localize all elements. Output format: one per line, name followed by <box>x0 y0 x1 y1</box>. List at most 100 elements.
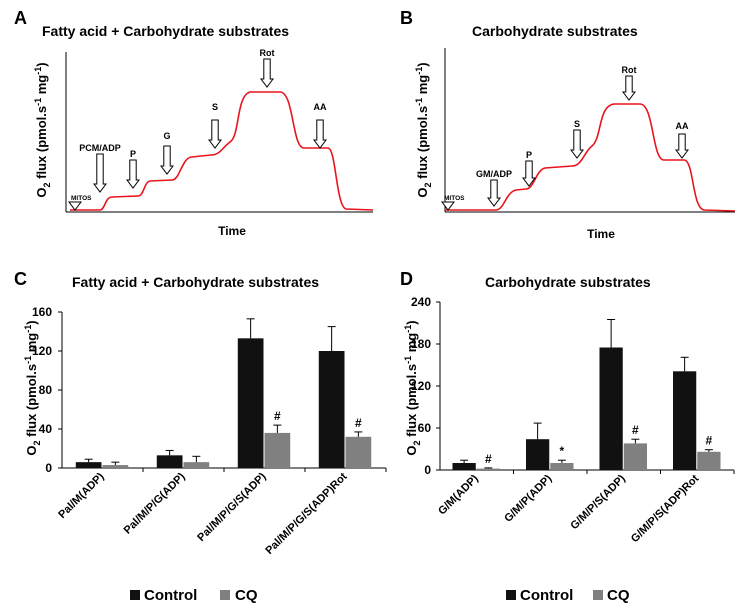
trace-b-arrow-label-2: S <box>574 119 580 129</box>
trace-a-arrow-2 <box>160 145 174 175</box>
chart-c-ytick-label-0: 0 <box>45 461 52 475</box>
trace-b-panel-letter: B <box>400 8 413 28</box>
trace-b-arrow-1 <box>522 160 536 187</box>
chart-c-annotation-1: # <box>355 416 362 430</box>
chart-c-annotation-0: # <box>274 409 281 423</box>
trace-a-arrow-4 <box>260 58 274 88</box>
trace-a-arrow-label-2: G <box>163 131 170 141</box>
legend-swatch-control-1 <box>506 590 516 600</box>
chart-c-bar-cq-1 <box>183 462 210 468</box>
chart-c-ylabel-mid: mg <box>24 333 39 356</box>
chart-d-annotation-1: * <box>560 444 565 458</box>
chart-d-annotation-2: # <box>632 423 639 437</box>
chart-c-bar-cq-0 <box>102 465 129 468</box>
trace-a-ylabel-sub: 2 <box>42 182 52 187</box>
legend-swatch-cq-0 <box>220 590 230 600</box>
trace-b-arrow-0 <box>487 179 501 207</box>
chart-c-ylabel-end: ) <box>24 320 39 324</box>
trace-b-arrow-4 <box>675 133 689 159</box>
trace-a-panel-letter: A <box>14 8 27 28</box>
trace-b-xlabel: Time <box>587 227 615 241</box>
chart-c-panel-letter: C <box>14 269 27 289</box>
chart-d-annotation-3: # <box>706 434 713 448</box>
chart-d-bar-control-3 <box>672 371 697 470</box>
trace-b-ylabel-sup2: -1 <box>414 67 424 75</box>
trace-b-ylabel-o: O <box>415 187 430 197</box>
chart-d-ylabel-o: O <box>404 445 419 455</box>
trace-a-ylabel-sup1: -1 <box>33 98 43 106</box>
chart-d-ytick-label-3: 180 <box>411 337 431 351</box>
trace-b-title: Carbohydrate substrates <box>472 23 638 39</box>
trace-a-arrow-label-3: S <box>212 102 218 112</box>
trace-b-ylabel-rest: flux (pmol.s <box>415 106 430 183</box>
trace-a-ylabel-rest: flux (pmol.s <box>34 106 49 183</box>
chart-d-ylabel-mid: mg <box>404 333 419 356</box>
legend-label-control-1: Control <box>520 587 573 604</box>
chart-c-ylabel: O2 flux (pmol.s-1 mg-1) <box>23 320 42 455</box>
chart-c-ylabel-sup2: -1 <box>23 325 33 333</box>
trace-b-arrow-2 <box>570 129 584 159</box>
trace-a-arrow-1 <box>126 159 140 189</box>
chart-d-bar-control-2 <box>599 347 623 470</box>
trace-a-mitos-label: MITOS <box>71 195 92 202</box>
trace-b-ylabel-sub: 2 <box>423 182 433 187</box>
trace-a-flux-line <box>70 91 374 211</box>
chart-c-bar-control-1 <box>156 455 183 468</box>
chart-d-ylabel: O2 flux (pmol.s-1 mg-1) <box>403 320 422 455</box>
legend-swatch-control-0 <box>130 590 140 600</box>
chart-c-bar-control-3 <box>318 351 345 468</box>
chart-c-ylabel-sub: 2 <box>32 440 42 445</box>
chart-d-bar-cq-2 <box>623 443 648 470</box>
chart-c-bar-control-2 <box>237 338 264 468</box>
trace-a-ylabel-end: ) <box>34 62 49 66</box>
chart-c-bar-cq-2 <box>264 432 291 468</box>
trace-a-xlabel: Time <box>218 224 246 238</box>
trace-b-arrow-label-3: Rot <box>622 65 637 75</box>
chart-c-xtick-label-3: Pal/M/P/G/S(ADP)Rot <box>263 470 350 557</box>
trace-b-arrow-3 <box>622 75 636 101</box>
trace-b-mitos-label: MITOS <box>444 195 465 202</box>
chart-c-ytick-label-1: 40 <box>39 422 53 436</box>
trace-b-ylabel: O2 flux (pmol.s-1 mg-1) <box>414 62 433 197</box>
trace-a-arrow-label-0: PCM/ADP <box>79 143 121 153</box>
trace-b-arrow-label-1: P <box>526 150 532 160</box>
trace-b-arrow-label-0: GM/ADP <box>476 169 512 179</box>
trace-b-ylabel-sup1: -1 <box>414 98 424 106</box>
trace-a-ylabel-o: O <box>34 187 49 197</box>
chart-c-ytick-label-2: 80 <box>39 383 53 397</box>
trace-a-title: Fatty acid + Carbohydrate substrates <box>42 23 289 39</box>
chart-c-ylabel-o: O <box>24 445 39 455</box>
chart-c-ytick-label-3: 120 <box>32 344 52 358</box>
chart-d-ylabel-end: ) <box>404 320 419 324</box>
chart-c-title: Fatty acid + Carbohydrate substrates <box>72 274 319 290</box>
chart-d-ylabel-sup2: -1 <box>403 325 413 333</box>
trace-a-arrow-label-1: P <box>130 149 136 159</box>
chart-d-bar-cq-3 <box>697 451 721 470</box>
trace-a-mitos-arrow <box>68 201 82 211</box>
trace-a-arrow-5 <box>313 119 327 149</box>
chart-d-bar-control-0 <box>452 463 476 470</box>
chart-c-ytick-label-4: 160 <box>32 305 52 319</box>
chart-d-xtick-label-3: G/M/P/S(ADP)Rot <box>629 472 702 545</box>
chart-c-xtick-label-2: Pal/M/P/G/S(ADP) <box>195 470 269 544</box>
chart-d-xtick-label-2: G/M/P/S(ADP) <box>568 472 628 532</box>
chart-d-xtick-label-0: G/M(ADP) <box>436 472 481 517</box>
trace-a-arrow-3 <box>208 119 222 149</box>
chart-d-annotation-0: # <box>485 452 492 466</box>
chart-d-ytick-label-1: 60 <box>418 421 432 435</box>
chart-c-xtick-label-1: Pal/M/P/G(ADP) <box>122 470 188 536</box>
chart-c-xtick-label-0: Pal/M(ADP) <box>56 470 107 521</box>
chart-d-ytick-label-4: 240 <box>411 295 431 309</box>
legend-label-cq-1: CQ <box>607 587 630 604</box>
trace-b-ylabel-mid: mg <box>415 75 430 98</box>
chart-d-ylabel-sub: 2 <box>412 440 422 445</box>
chart-d-bar-cq-1 <box>550 463 574 470</box>
chart-d-ylabel-rest: flux (pmol.s <box>404 364 419 441</box>
chart-d-bar-cq-0 <box>476 468 501 470</box>
chart-d-ytick-label-0: 0 <box>424 463 431 477</box>
trace-b-flux-line <box>445 103 736 212</box>
trace-b-mitos-arrow <box>441 201 455 211</box>
trace-a-ylabel: O2 flux (pmol.s-1 mg-1) <box>33 62 52 197</box>
trace-b-ylabel-end: ) <box>415 62 430 66</box>
